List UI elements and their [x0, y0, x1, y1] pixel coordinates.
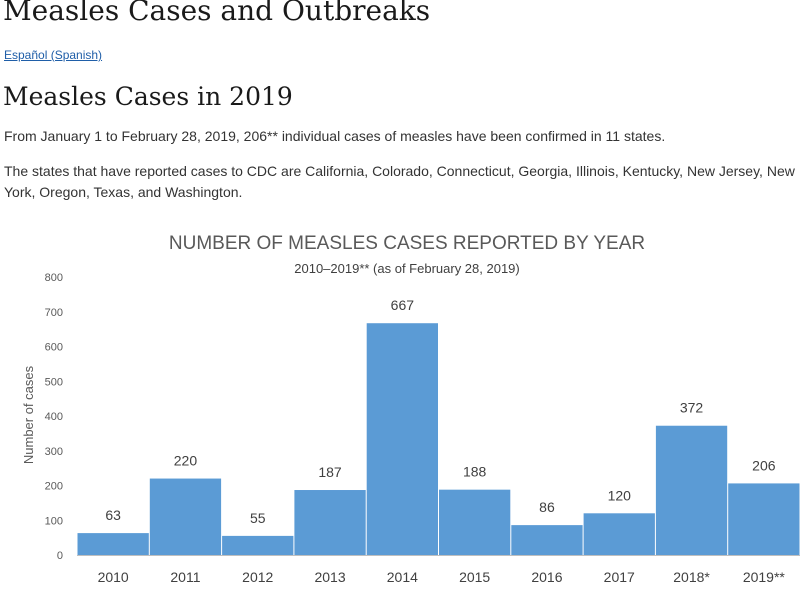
- summary-paragraph: From January 1 to February 28, 2019, 206…: [4, 128, 666, 144]
- y-tick-label: 400: [45, 411, 63, 423]
- bars-group: [77, 323, 800, 555]
- bar-2011: [149, 478, 222, 555]
- y-tick-label: 700: [45, 307, 63, 319]
- bar-2014: [366, 323, 438, 555]
- data-label: 120: [608, 487, 632, 503]
- x-tick-label: 2010: [98, 569, 129, 585]
- spanish-language-link[interactable]: Español (Spanish): [4, 48, 103, 62]
- data-label: 372: [680, 400, 704, 416]
- chart-subtitle: 2010–2019** (as of February 28, 2019): [294, 261, 520, 276]
- data-label: 187: [318, 464, 342, 480]
- x-tick-label: 2012: [242, 569, 273, 585]
- states-paragraph: The states that have reported cases to C…: [4, 163, 795, 200]
- bar-2012: [222, 535, 294, 555]
- x-tick-label: 2016: [531, 569, 562, 585]
- data-labels-group: 63 220 55 187 667 188 86 120 372 206: [105, 297, 775, 526]
- bar-2013: [294, 490, 366, 555]
- x-tick-label: 2018*: [673, 569, 710, 585]
- y-tick-label: 800: [45, 272, 63, 284]
- y-tick-label: 0: [57, 550, 63, 562]
- bar-2015: [439, 489, 511, 555]
- data-label: 63: [105, 507, 121, 523]
- x-axis-ticks: 2010 2011 2012 2013 2014 2015 2016 2017 2018* 201…: [98, 569, 786, 585]
- x-tick-label: 2019**: [743, 569, 786, 585]
- y-axis-ticks: 0 100 200 300 400 500 600 700 800: [45, 272, 63, 562]
- data-label: 188: [463, 464, 487, 480]
- y-tick-label: 500: [45, 376, 63, 388]
- y-tick-label: 200: [45, 481, 63, 493]
- page-title: Measles Cases and Outbreaks: [3, 0, 431, 27]
- y-axis-label: Number of cases: [21, 365, 36, 464]
- data-label: 55: [250, 510, 266, 526]
- x-tick-label: 2015: [459, 569, 490, 585]
- section-title: Measles Cases in 2019: [3, 82, 293, 111]
- y-tick-label: 100: [45, 515, 63, 527]
- x-tick-label: 2013: [314, 569, 345, 585]
- bar-2017: [583, 513, 655, 555]
- chart-title: NUMBER OF MEASLES CASES REPORTED BY YEAR: [169, 233, 645, 254]
- data-label: 220: [174, 453, 198, 469]
- x-tick-label: 2011: [170, 569, 200, 585]
- bar-2010: [77, 533, 149, 555]
- bar-2019**: [728, 483, 800, 555]
- x-tick-label: 2014: [387, 569, 418, 585]
- y-tick-label: 600: [45, 342, 63, 354]
- data-label: 86: [539, 499, 555, 515]
- measles-bar-chart: NUMBER OF MEASLES CASES REPORTED BY YEAR…: [21, 233, 800, 585]
- y-tick-label: 300: [45, 446, 63, 458]
- x-tick-label: 2017: [604, 569, 635, 585]
- bar-2016: [511, 525, 583, 555]
- data-label: 667: [391, 297, 415, 313]
- data-label: 206: [752, 457, 776, 473]
- bar-2018*: [655, 425, 728, 555]
